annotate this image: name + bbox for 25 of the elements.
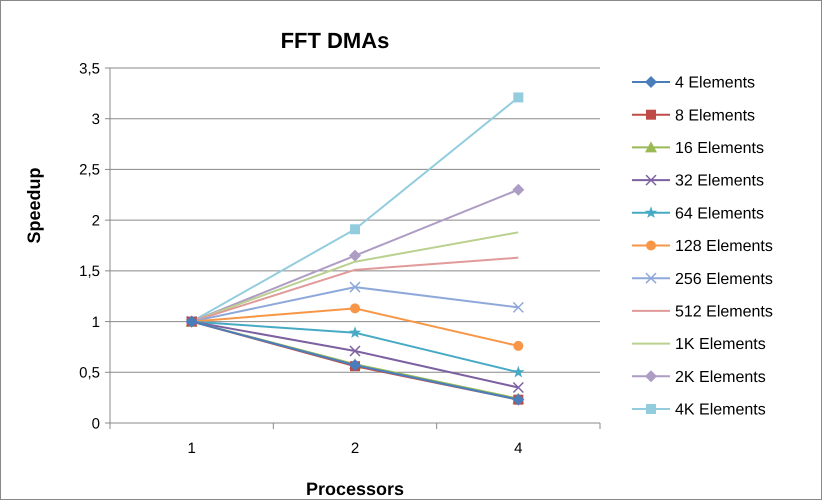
x-tick-label: 2 (350, 440, 360, 457)
legend-label: 128 Elements (675, 238, 773, 256)
y-tick-label: 1 (92, 314, 100, 331)
legend-label: 16 Elements (675, 140, 764, 157)
chart-title: FFT DMAs (280, 28, 390, 53)
y-tick-label: 3 (92, 110, 100, 128)
legend-label: 2K Elements (675, 368, 766, 386)
y-tick-label: 2 (92, 212, 100, 230)
legend-label: 8 Elements (675, 107, 756, 124)
legend-label: 512 Elements (675, 304, 773, 320)
legend-label: 4 Elements (675, 74, 756, 92)
x-axis-title: Processors (306, 479, 404, 499)
x-tick-label: 1 (187, 440, 196, 457)
y-tick-label: 3,5 (79, 60, 100, 78)
y-tick-label: 0,5 (79, 364, 100, 382)
legend-label: 256 Elements (675, 270, 773, 288)
y-axis-title: Speedup (24, 167, 44, 244)
legend-label: 32 Elements (675, 172, 764, 190)
legend-label: 4K Elements (675, 402, 766, 419)
x-tick-label: 4 (514, 440, 523, 457)
legend-label: 64 Elements (675, 205, 764, 222)
y-tick-label: 1,5 (79, 263, 100, 280)
y-tick-label: 2,5 (79, 162, 100, 179)
y-tick-label: 0 (92, 415, 100, 432)
legend-label: 1K Elements (675, 336, 766, 354)
